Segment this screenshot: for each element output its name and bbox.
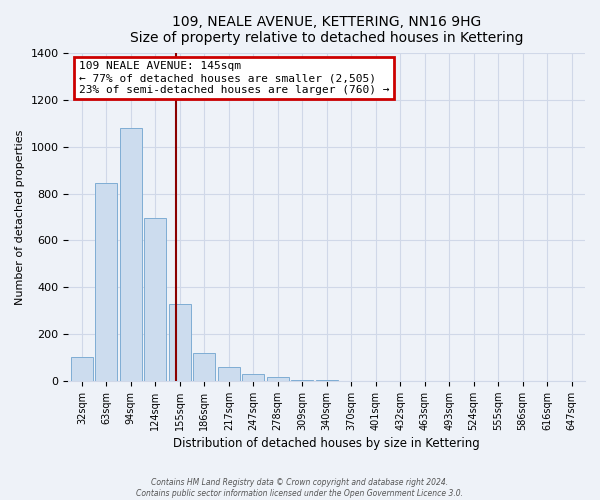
Bar — [71, 358, 93, 381]
Text: 109 NEALE AVENUE: 145sqm
← 77% of detached houses are smaller (2,505)
23% of sem: 109 NEALE AVENUE: 145sqm ← 77% of detach… — [79, 62, 389, 94]
Bar — [95, 183, 118, 381]
Bar — [120, 128, 142, 381]
Bar — [218, 367, 240, 381]
Bar — [145, 218, 166, 381]
Bar — [242, 374, 264, 381]
Bar — [169, 304, 191, 381]
X-axis label: Distribution of detached houses by size in Kettering: Distribution of detached houses by size … — [173, 437, 480, 450]
Title: 109, NEALE AVENUE, KETTERING, NN16 9HG
Size of property relative to detached hou: 109, NEALE AVENUE, KETTERING, NN16 9HG S… — [130, 15, 523, 45]
Text: Contains HM Land Registry data © Crown copyright and database right 2024.
Contai: Contains HM Land Registry data © Crown c… — [137, 478, 464, 498]
Y-axis label: Number of detached properties: Number of detached properties — [15, 130, 25, 305]
Bar — [267, 378, 289, 381]
Bar — [291, 380, 313, 381]
Bar — [193, 353, 215, 381]
